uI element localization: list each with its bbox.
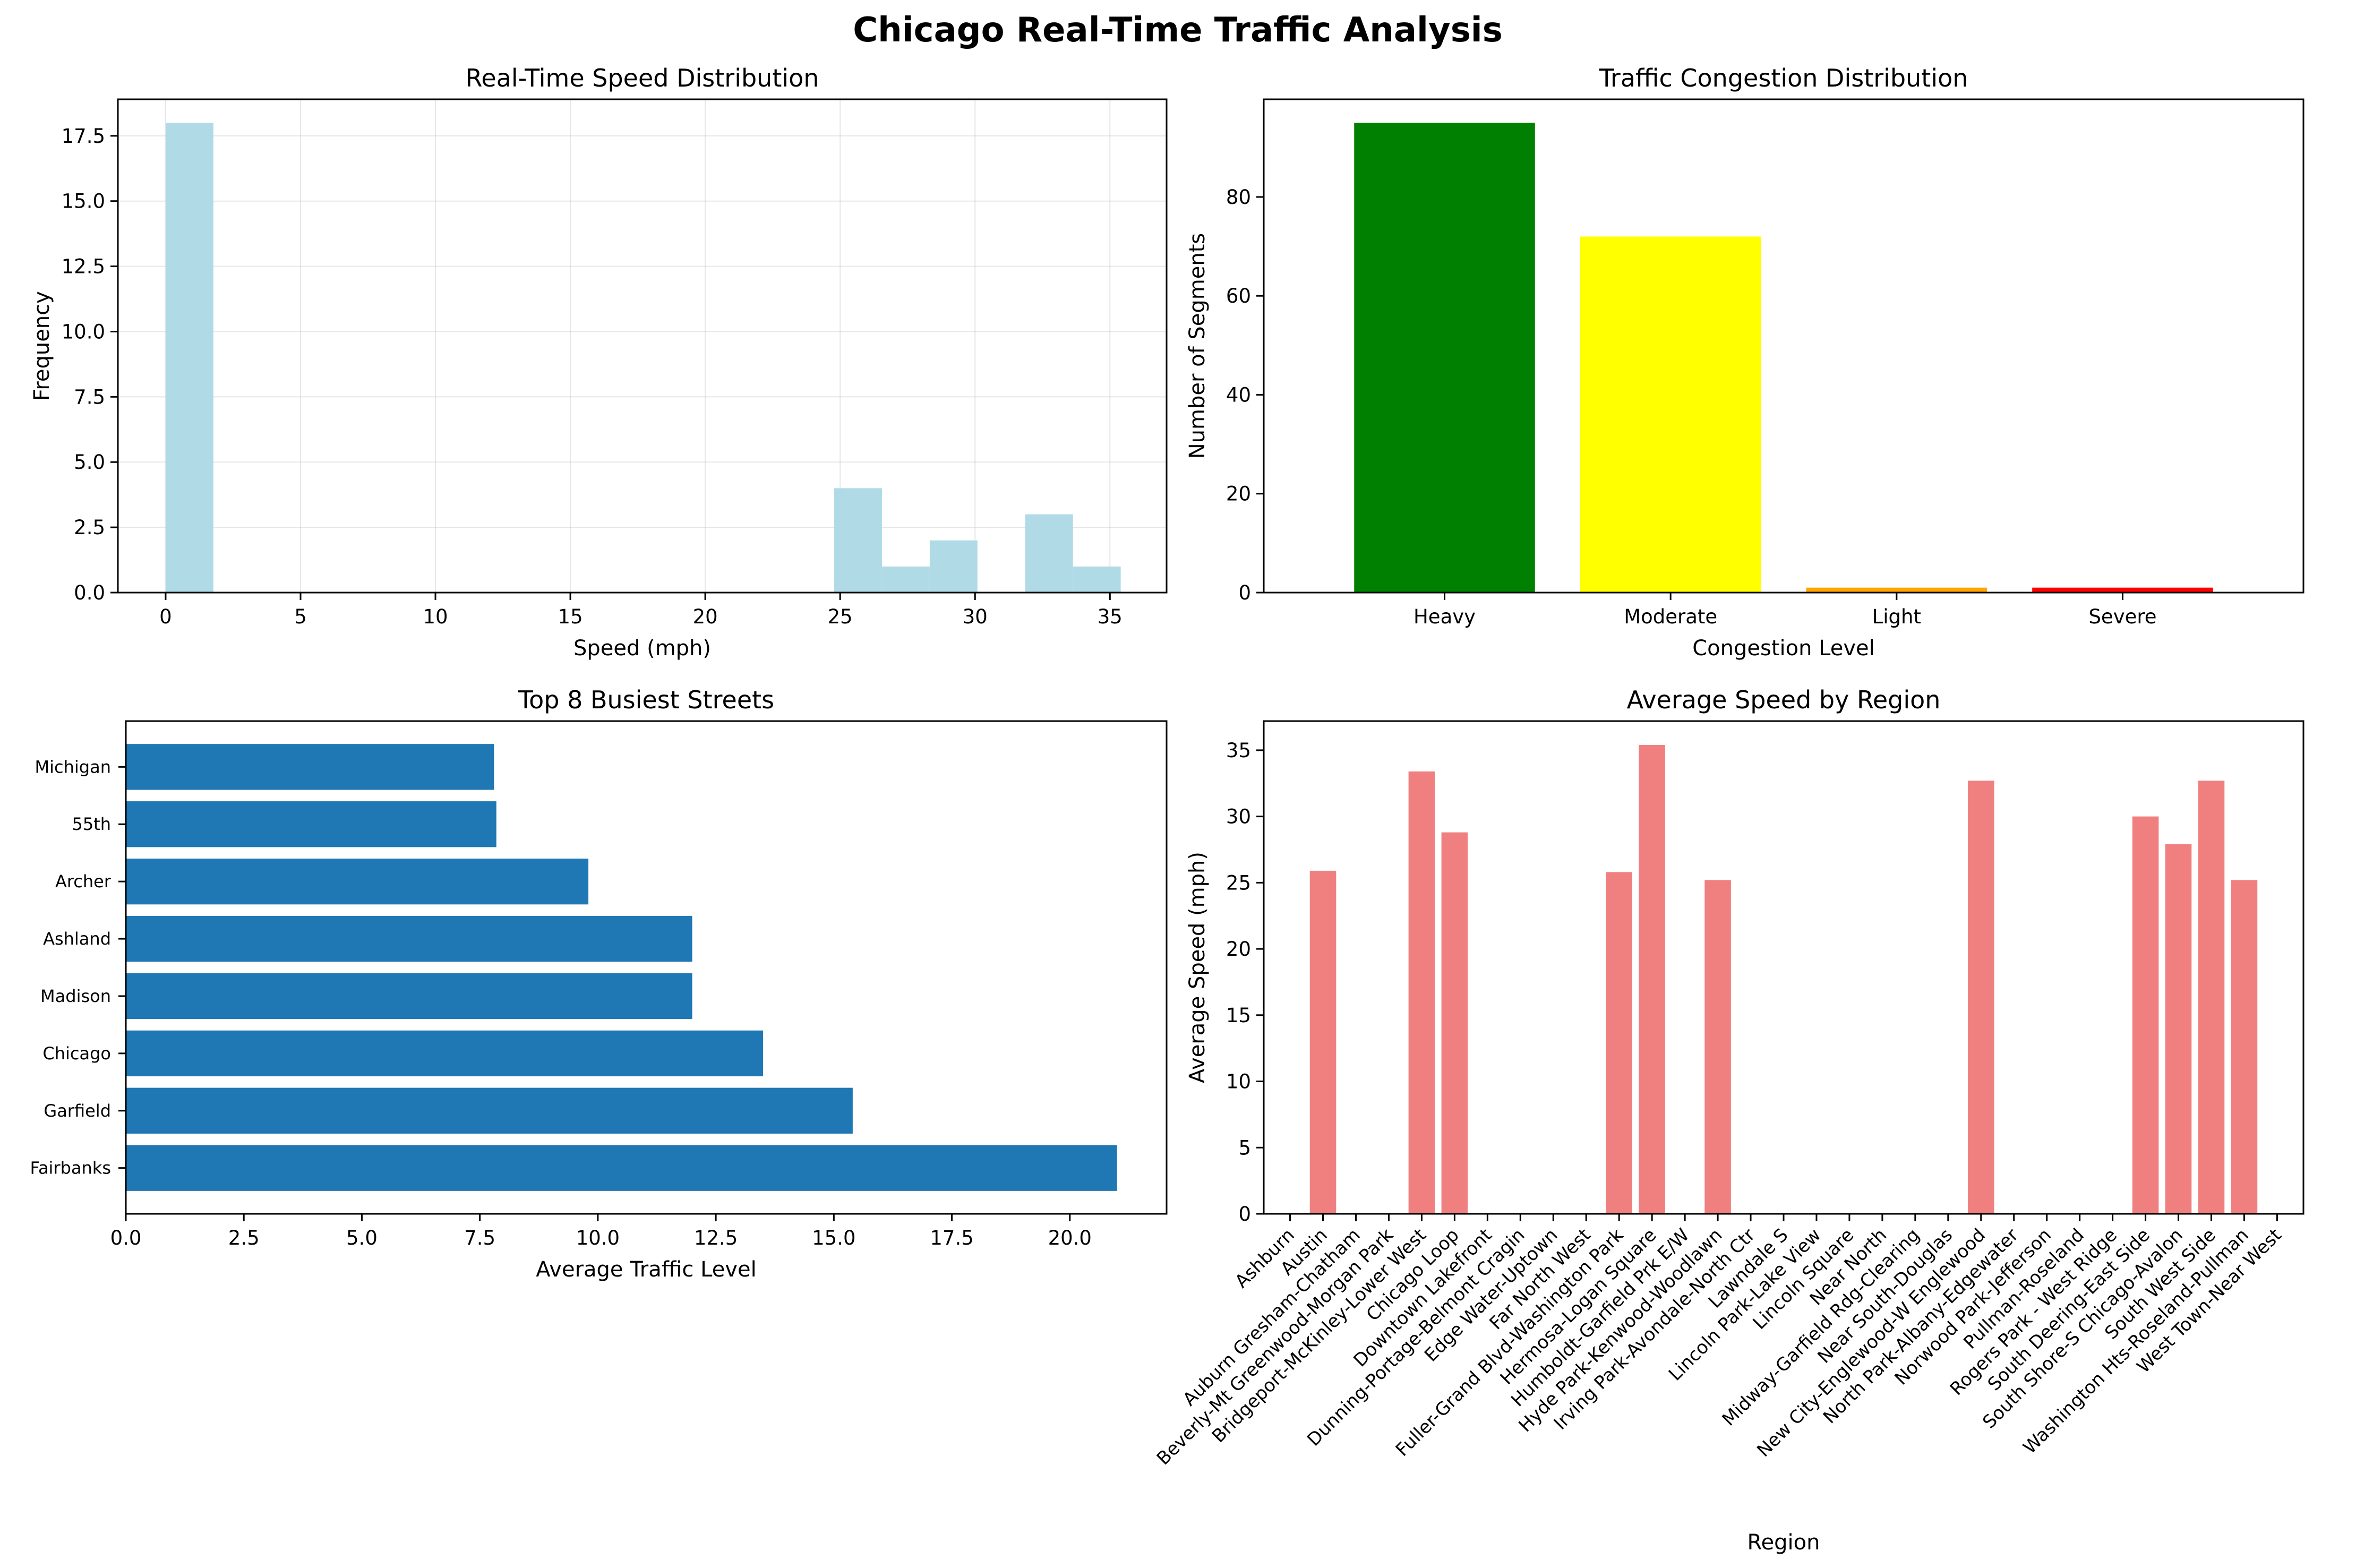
y-tick-label: 5.0: [74, 451, 105, 474]
street-bar: [126, 915, 692, 962]
y-tick-label: 55th: [72, 814, 111, 834]
congestion-bar: [2032, 587, 2213, 593]
y-tick-label: 12.5: [62, 255, 105, 278]
x-tick-label: 15.0: [812, 1227, 855, 1249]
y-tick-label: 80: [1226, 186, 1251, 209]
y-axis-label: Number of Segments: [1185, 233, 1210, 459]
region-bar: [1441, 832, 1468, 1214]
y-tick-label: 2.5: [74, 516, 105, 539]
chart-title: Real-Time Speed Distribution: [466, 64, 819, 92]
congestion-bar: [1354, 123, 1535, 593]
y-tick-label: 0.0: [74, 581, 105, 604]
x-tick-label: 5: [294, 605, 307, 628]
y-tick-label: 5: [1238, 1136, 1251, 1159]
x-tick-label: 5.0: [346, 1227, 378, 1249]
y-tick-label: 30: [1226, 806, 1251, 828]
region-bar: [2198, 781, 2225, 1214]
y-axis-label: Frequency: [30, 291, 54, 401]
busiest-streets-panel: Top 8 Busiest Streets Fairbanks Garfield Ch…: [30, 686, 1168, 1282]
x-tick-label: 20.0: [1048, 1227, 1092, 1249]
y-tick-label: 10: [1226, 1070, 1251, 1093]
street-bar: [126, 744, 494, 790]
y-tick-label: Ashland: [43, 929, 111, 949]
street-bar: [126, 973, 692, 1019]
histogram-bar: [929, 540, 978, 593]
region-bar: [1408, 771, 1435, 1214]
region-bar: [1309, 870, 1337, 1214]
x-tick-label: 10.0: [576, 1227, 620, 1249]
y-tick-label: 40: [1226, 383, 1251, 406]
x-axis-label: Average Traffic Level: [536, 1257, 756, 1282]
x-tick-label: 0.0: [110, 1227, 142, 1249]
x-tick-label: 10: [423, 605, 448, 628]
histogram-bar: [881, 566, 930, 593]
region-bar: [2231, 880, 2258, 1214]
street-bar: [126, 858, 589, 905]
congestion-bar: [1806, 587, 1987, 593]
histogram-bar: [834, 488, 882, 593]
region-bar: [2132, 816, 2159, 1214]
region-bar: [2165, 844, 2192, 1214]
histogram-bar: [1025, 514, 1073, 593]
region-bar: [1967, 781, 1994, 1214]
speed-histogram-panel: Real-Time Speed Distribution 0 5 10 15 20 25 30…: [30, 64, 1168, 661]
x-tick-label: 0: [159, 605, 172, 628]
y-tick-label: 15.0: [62, 190, 105, 213]
x-axis-label: Congestion Level: [1692, 636, 1875, 661]
x-tick-label: 35: [1098, 605, 1123, 628]
y-tick-label: Madison: [40, 986, 111, 1006]
region-bar: [1704, 880, 1731, 1214]
street-bar: [126, 801, 496, 847]
x-tick-label: 12.5: [694, 1227, 738, 1249]
y-tick-label: 35: [1226, 739, 1251, 762]
plot-frame: [125, 720, 1168, 1215]
y-tick-label: 7.5: [74, 385, 105, 408]
x-tick-label: Severe: [2088, 605, 2156, 628]
y-axis-label: Average Speed (mph): [1185, 852, 1210, 1083]
plot-frame: [1263, 98, 2304, 594]
chart-title: Average Speed by Region: [1627, 686, 1941, 714]
y-tick-label: 15: [1226, 1004, 1251, 1027]
congestion-panel: Traffic Congestion Distribution Heavy Mode…: [1185, 64, 2304, 661]
congestion-bar: [1580, 236, 1761, 593]
y-tick-label: 0: [1238, 581, 1251, 604]
x-tick-label: Heavy: [1413, 605, 1476, 628]
x-tick-label: 20: [693, 605, 718, 628]
x-tick-label: 2.5: [228, 1227, 260, 1249]
x-tick-label: Moderate: [1624, 605, 1717, 628]
y-tick-label: 20: [1226, 938, 1251, 961]
x-tick-label: Light: [1872, 605, 1921, 628]
x-axis-label: Speed (mph): [573, 636, 711, 661]
y-tick-label: 20: [1226, 483, 1251, 505]
x-tick-label: 15: [558, 605, 583, 628]
region-bar: [1606, 872, 1632, 1214]
y-tick-label: Michigan: [35, 757, 111, 777]
x-tick-label: 17.5: [930, 1227, 973, 1249]
histogram-bar: [1073, 566, 1121, 593]
y-tick-label: 60: [1226, 285, 1251, 307]
y-tick-label: Fairbanks: [30, 1158, 111, 1178]
y-tick-label: 0: [1238, 1203, 1251, 1226]
plot-frame: [117, 98, 1168, 594]
y-tick-label: Garfield: [44, 1101, 111, 1121]
histogram-bar: [165, 123, 213, 593]
chart-title: Traffic Congestion Distribution: [1599, 64, 1968, 92]
y-tick-label: 17.5: [62, 125, 105, 148]
figure-title: Chicago Real-Time Traffic Analysis: [853, 11, 1503, 50]
y-tick-label: Chicago: [42, 1043, 111, 1064]
region-bar: [1639, 744, 1665, 1214]
y-tick-label: 25: [1226, 871, 1251, 894]
street-bar: [126, 1030, 763, 1077]
x-axis-label: Region: [1747, 1530, 1820, 1555]
street-bar: [126, 1087, 853, 1134]
street-bar: [126, 1145, 1117, 1191]
x-tick-label: 25: [828, 605, 853, 628]
chart-title: Top 8 Busiest Streets: [518, 686, 774, 714]
x-tick-label: 30: [963, 605, 988, 628]
x-tick-label: 7.5: [464, 1227, 495, 1249]
y-tick-label: Archer: [55, 871, 112, 892]
y-tick-label: 10.0: [62, 320, 105, 343]
